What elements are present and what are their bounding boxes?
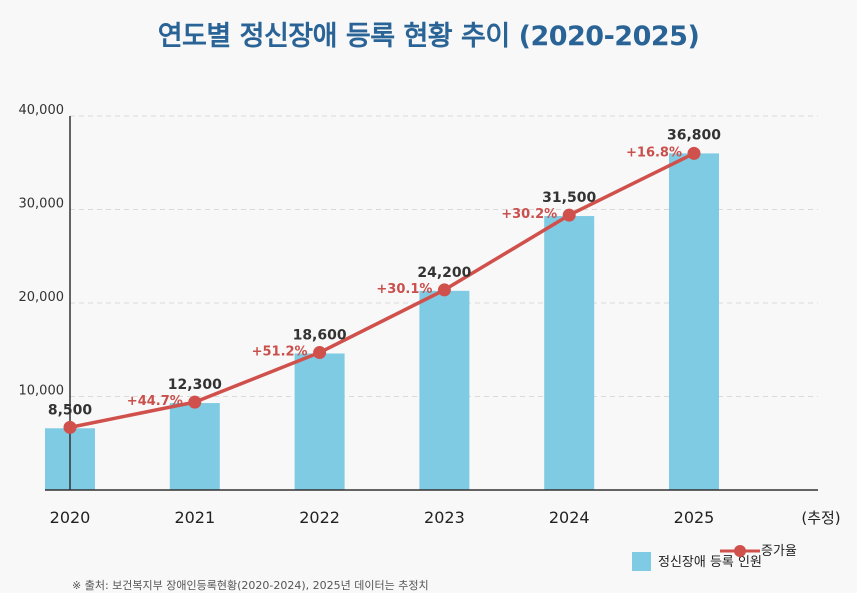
- line-series: [63, 146, 701, 434]
- rate-line: [69, 151, 695, 430]
- y-tick-label: 20,000: [19, 290, 65, 305]
- bar: [294, 353, 345, 490]
- rate-label: +44.7%: [127, 394, 183, 409]
- source-note: ※ 출처: 보건복지부 장애인등록현황(2020-2024), 2025년 데이…: [72, 579, 429, 592]
- bar-value-label: 18,600: [293, 327, 347, 343]
- y-tick-label: 40,000: [19, 103, 65, 118]
- rate-label: +30.1%: [376, 282, 432, 297]
- x-tick-label: 2025: [674, 508, 715, 527]
- rate-point: [63, 420, 77, 434]
- x-tick-label: 2021: [174, 508, 215, 527]
- rate-label: +51.2%: [252, 345, 308, 360]
- rate-point: [188, 395, 202, 409]
- x-tick-labels: 2020 2021 2022 2023 2024 2025 (추정): [50, 508, 841, 527]
- y-tick-label: 10,000: [19, 384, 65, 399]
- x-tick-label: 2023: [424, 508, 465, 527]
- bar-value-label: 36,800: [667, 127, 721, 143]
- bar-value-label: 31,500: [542, 190, 596, 206]
- bar: [669, 153, 719, 490]
- bar-value-label: 8,500: [48, 402, 93, 418]
- x-tick-label: 2024: [549, 508, 590, 527]
- x-axis-note: (추정): [801, 509, 840, 527]
- bar-value-label: 12,300: [168, 377, 222, 393]
- chart-title: 연도별 정신장애 등록 현황 추이 (2020-2025): [157, 21, 700, 52]
- legend-line-marker: [734, 545, 746, 557]
- rate-point: [437, 283, 451, 297]
- bar: [169, 403, 220, 490]
- bar: [544, 216, 595, 491]
- rate-point: [562, 208, 576, 222]
- rate-point: [687, 146, 701, 160]
- rate-label: +30.2%: [501, 207, 557, 222]
- data-labels: 8,500 12,300 18,600 24,200 31,500 36,800 +44.7…: [48, 127, 721, 418]
- bar: [419, 290, 470, 490]
- rate-label: +16.8%: [626, 145, 682, 160]
- legend-bar-swatch: [632, 552, 651, 571]
- bar-value-label: 24,200: [417, 265, 471, 281]
- y-tick-label: 30,000: [19, 197, 65, 212]
- legend-bar-label: 정신장애 등록 인원: [658, 555, 762, 570]
- rate-point: [313, 346, 327, 360]
- x-tick-label: 2020: [50, 508, 91, 527]
- legend-line-label: 증가율: [761, 544, 797, 559]
- x-tick-label: 2022: [299, 508, 340, 527]
